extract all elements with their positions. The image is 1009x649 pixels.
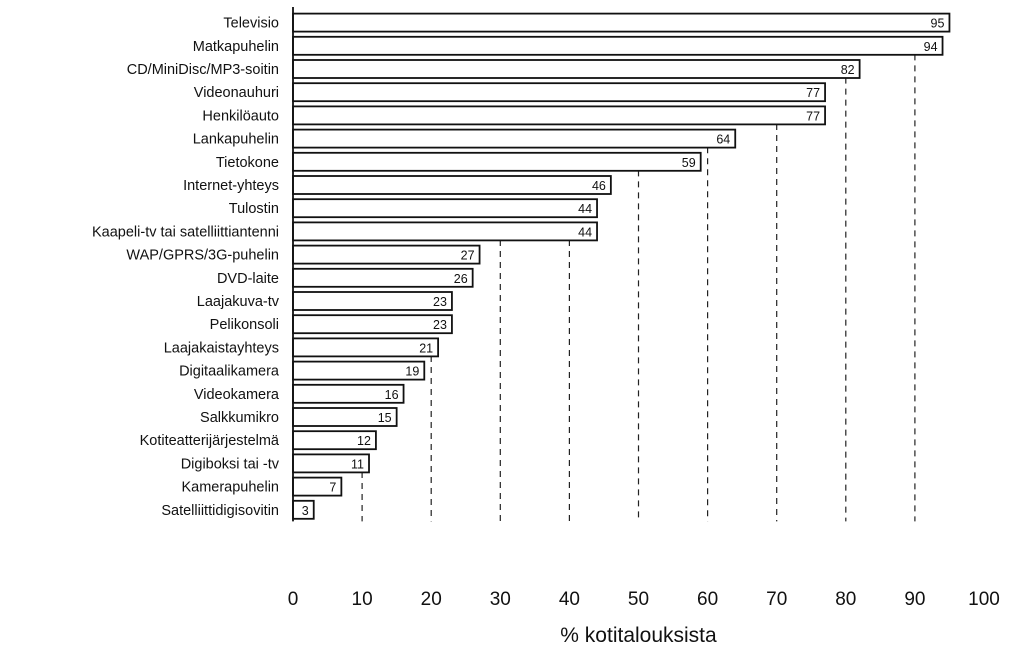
bar-13 [292, 314, 453, 335]
category-label-21: Satelliittidigisovitin [161, 503, 279, 519]
bar-8 [292, 198, 598, 219]
value-label-15: 19 [405, 365, 419, 379]
x-axis-title: % kotitalouksista [560, 624, 717, 647]
value-labels: 9594827777645946444427262323211916151211… [302, 17, 945, 518]
category-label-16: Videokamera [194, 387, 280, 403]
value-label-2: 82 [841, 63, 855, 77]
category-label-15: Digitaalikamera [179, 364, 280, 380]
bar-3 [292, 82, 826, 103]
bars [292, 12, 951, 520]
x-tick-label-90: 90 [904, 589, 925, 610]
bar-11 [292, 267, 474, 288]
x-tick-label-70: 70 [766, 589, 787, 610]
value-label-19: 11 [351, 457, 364, 471]
x-tick-label-100: 100 [968, 589, 1000, 610]
value-label-12: 23 [433, 295, 447, 309]
value-label-14: 21 [419, 341, 433, 355]
category-label-2: CD/MiniDisc/MP3-soitin [127, 62, 279, 78]
x-tick-label-50: 50 [628, 589, 649, 610]
bar-2 [292, 59, 861, 79]
value-label-5: 64 [716, 133, 730, 147]
x-tick-label-80: 80 [835, 589, 856, 610]
bar-0 [292, 12, 951, 33]
value-label-16: 16 [385, 388, 399, 402]
category-label-20: Kamerapuhelin [181, 480, 279, 496]
value-label-8: 44 [578, 202, 592, 216]
bar-6 [292, 151, 702, 172]
x-tick-label-0: 0 [288, 589, 299, 610]
value-label-9: 44 [578, 225, 592, 239]
category-label-18: Kotiteatterijärjestelmä [140, 433, 280, 449]
category-label-1: Matkapuhelin [193, 39, 279, 55]
category-label-11: DVD-laite [217, 271, 279, 287]
x-tick-labels: 0 10 20 30 40 50 60 70 80 90 100 [288, 589, 1000, 610]
value-label-7: 46 [592, 179, 606, 193]
category-label-17: Salkkumikro [200, 410, 279, 426]
value-label-11: 26 [454, 272, 468, 286]
category-label-0: Televisio [223, 16, 279, 32]
x-tick-label-30: 30 [490, 589, 511, 610]
value-label-18: 12 [357, 434, 371, 448]
x-tick-label-60: 60 [697, 589, 718, 610]
value-label-6: 59 [682, 156, 696, 170]
value-label-20: 7 [329, 481, 336, 495]
bar-9 [292, 221, 598, 242]
category-label-8: Tulostin [229, 201, 279, 217]
value-label-4: 77 [806, 109, 820, 123]
bar-14 [292, 337, 440, 358]
category-label-4: Henkilöauto [202, 108, 279, 124]
category-labels: Televisio Matkapuhelin CD/MiniDisc/MP3-soi… [92, 16, 280, 519]
category-label-14: Laajakaistayhteys [164, 340, 279, 356]
x-tick-label-20: 20 [421, 589, 442, 610]
category-label-10: WAP/GPRS/3G-puhelin [126, 248, 279, 264]
bar-10 [292, 244, 481, 265]
value-label-10: 27 [461, 249, 475, 263]
value-label-1: 94 [924, 40, 938, 54]
value-label-13: 23 [433, 318, 447, 332]
x-tick-label-10: 10 [352, 589, 373, 610]
bar-12 [292, 291, 453, 311]
category-label-13: Pelikonsoli [210, 317, 279, 333]
grid-lines [361, 54, 916, 522]
bar-5 [292, 128, 737, 149]
category-label-7: Internet-yhteys [183, 178, 279, 194]
bar-7 [292, 175, 612, 195]
category-label-12: Laajakuva-tv [197, 294, 280, 310]
value-label-0: 95 [931, 17, 945, 31]
value-label-17: 15 [378, 411, 392, 425]
category-label-6: Tietokone [216, 155, 279, 171]
category-label-19: Digiboksi tai -tv [181, 456, 280, 472]
x-tick-label-40: 40 [559, 589, 580, 610]
category-label-5: Lankapuhelin [193, 132, 279, 148]
bar-1 [292, 35, 944, 56]
category-label-9: Kaapeli-tv tai satelliittiantenni [92, 224, 279, 240]
value-label-21: 3 [302, 504, 309, 518]
category-label-3: Videonauhuri [194, 85, 279, 101]
bar-4 [292, 105, 826, 126]
value-label-3: 77 [806, 86, 820, 100]
